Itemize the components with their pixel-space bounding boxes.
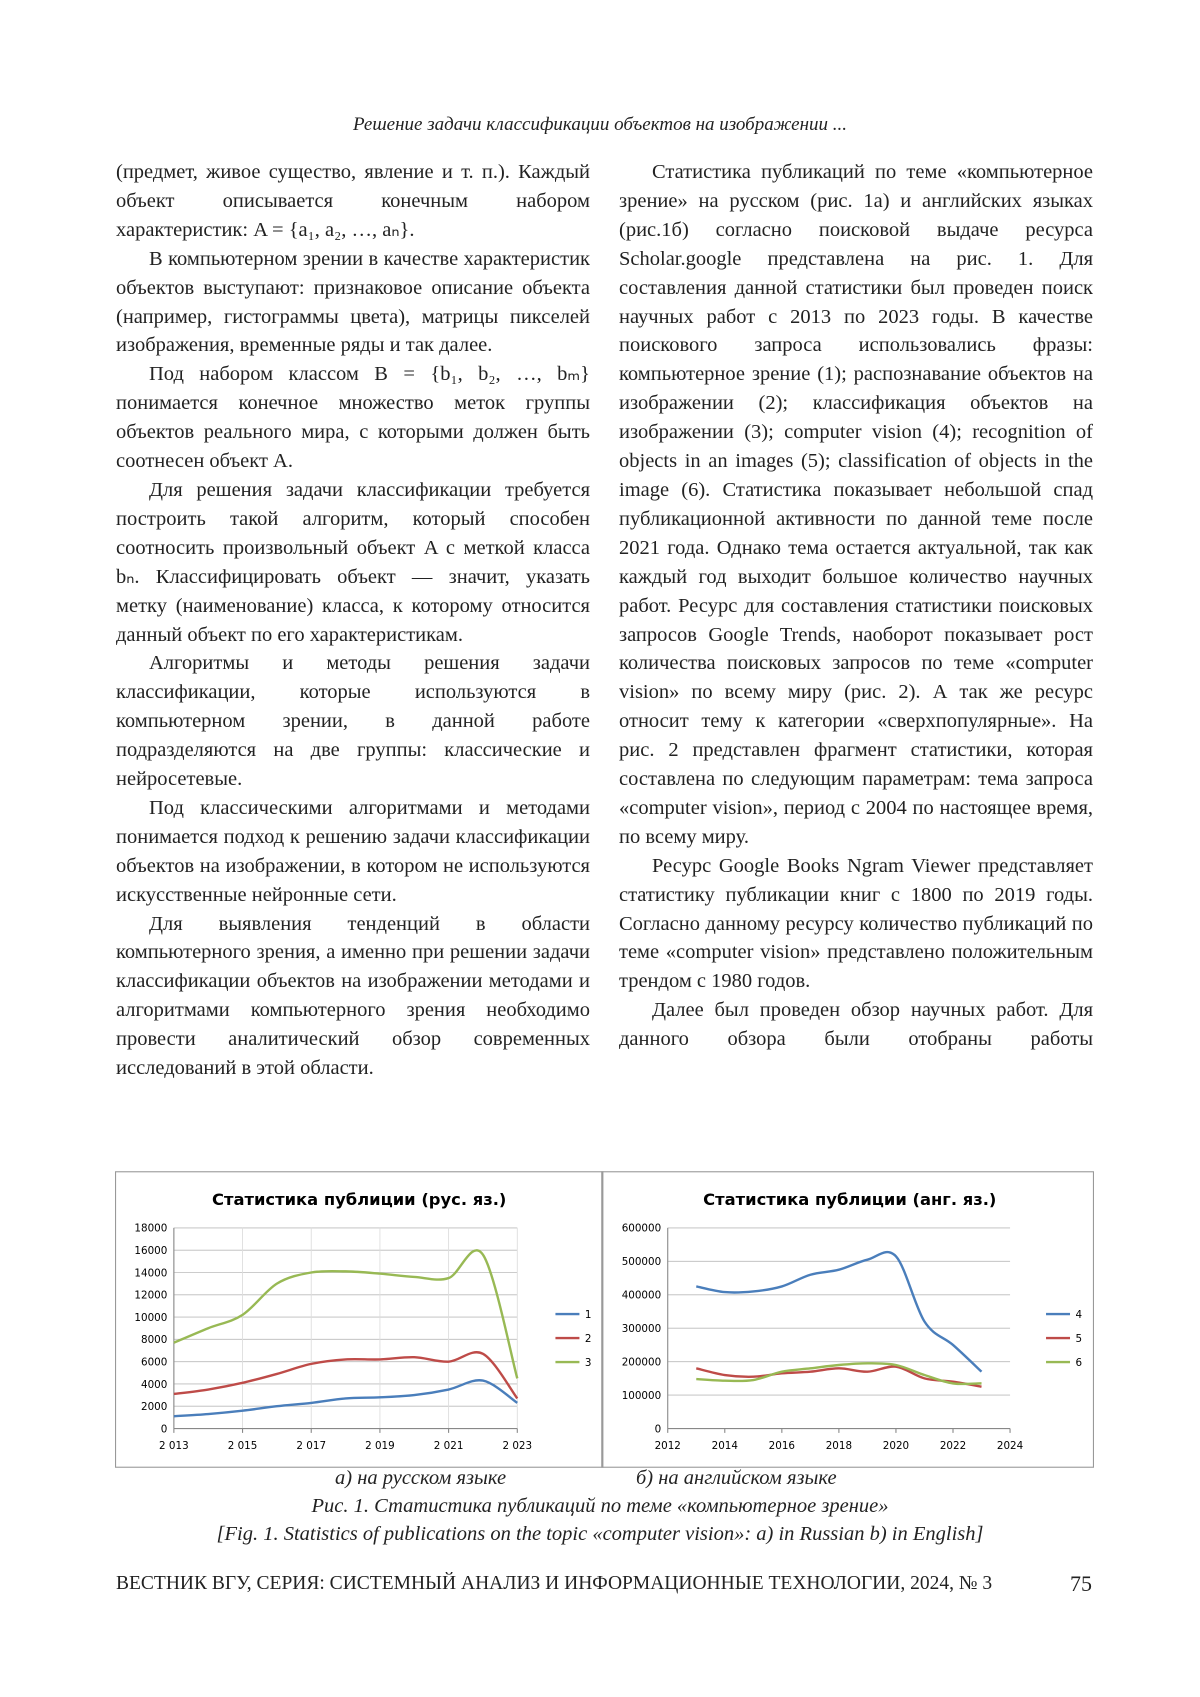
figure-frame bbox=[116, 1172, 1094, 1467]
x-tick-label: 2018 bbox=[826, 1440, 852, 1452]
x-tick-label: 2 023 bbox=[502, 1440, 532, 1452]
paragraph: Алгоритмы и методы решения задачи класси… bbox=[116, 649, 590, 794]
subcaption: б) на английском языке bbox=[636, 1467, 837, 1490]
y-tick-label: 300000 bbox=[622, 1323, 662, 1335]
running-header: Решение задачи классификации объектов на… bbox=[0, 114, 1200, 136]
paragraph: Для выявления тенденций в области компью… bbox=[116, 910, 590, 1083]
legend-label: 6 bbox=[1075, 1357, 1082, 1369]
y-tick-label: 100000 bbox=[622, 1390, 662, 1402]
paragraph: (предмет, живое существо, явление и т. п… bbox=[116, 158, 590, 245]
y-tick-label: 600000 bbox=[622, 1223, 662, 1235]
x-tick-label: 2022 bbox=[940, 1440, 966, 1452]
legend-label: 3 bbox=[585, 1357, 592, 1369]
x-tick-label: 2020 bbox=[883, 1440, 909, 1452]
x-tick-label: 2 019 bbox=[365, 1440, 395, 1452]
legend-label: 5 bbox=[1075, 1333, 1082, 1345]
y-tick-label: 200000 bbox=[622, 1356, 662, 1368]
y-tick-label: 2000 bbox=[141, 1401, 167, 1413]
paragraph: Далее был проведен обзор научных работ. … bbox=[619, 996, 1093, 1054]
text-column: (предмет, живое существо, явление и т. п… bbox=[116, 158, 590, 1158]
x-tick-label: 2016 bbox=[769, 1440, 795, 1452]
x-tick-label: 2 015 bbox=[228, 1440, 258, 1452]
y-tick-label: 0 bbox=[655, 1423, 662, 1435]
paragraph: Статистика публикаций по теме «компьютер… bbox=[619, 158, 1093, 852]
x-tick-label: 2012 bbox=[655, 1440, 681, 1452]
y-tick-label: 0 bbox=[161, 1423, 168, 1435]
legend-label: 4 bbox=[1075, 1309, 1082, 1321]
page-number: 75 bbox=[1070, 1571, 1092, 1597]
journal-footer: ВЕСТНИК ВГУ, СЕРИЯ: СИСТЕМНЫЙ АНАЛИЗ И И… bbox=[116, 1573, 992, 1595]
x-tick-label: 2 013 bbox=[159, 1440, 189, 1452]
chart-title: Статистика публиции (рус. яз.) bbox=[212, 1190, 506, 1209]
figure: Статистика публиции (рус. яз.) 0 2000 4000 6… bbox=[115, 1171, 1094, 1468]
paragraph: В компьютерном зрении в качестве характе… bbox=[116, 245, 590, 361]
y-tick-label: 8000 bbox=[141, 1334, 167, 1346]
y-tick-label: 18000 bbox=[134, 1223, 167, 1235]
y-tick-label: 500000 bbox=[622, 1256, 662, 1268]
legend-label: 1 bbox=[585, 1309, 592, 1321]
text-column: Статистика публикаций по теме «компьютер… bbox=[619, 158, 1093, 1158]
y-tick-label: 16000 bbox=[134, 1245, 167, 1257]
paragraph: Под классическими алгоритмами и методами… bbox=[116, 794, 590, 910]
y-tick-label: 14000 bbox=[134, 1267, 167, 1279]
y-tick-label: 4000 bbox=[141, 1379, 167, 1391]
figure-caption-en: [Fig. 1. Statistics of publications on t… bbox=[0, 1523, 1200, 1546]
y-tick-label: 400000 bbox=[622, 1290, 662, 1302]
paragraph: Ресурс Google Books Ngram Viewer предста… bbox=[619, 852, 1093, 997]
legend-label: 2 bbox=[585, 1333, 592, 1345]
y-tick-label: 6000 bbox=[141, 1356, 167, 1368]
x-tick-label: 2024 bbox=[997, 1440, 1023, 1452]
y-tick-label: 10000 bbox=[134, 1312, 167, 1324]
paragraph: Под набором классом B = {b₁, b₂, …, bₘ} … bbox=[116, 360, 590, 476]
x-tick-label: 2 021 bbox=[434, 1440, 464, 1452]
chart-title: Статистика публиции (анг. яз.) bbox=[703, 1190, 996, 1209]
figure-caption: Рис. 1. Статистика публикаций по теме «к… bbox=[0, 1495, 1200, 1518]
subcaption: а) на русском языке bbox=[335, 1467, 506, 1490]
x-tick-label: 2 017 bbox=[296, 1440, 326, 1452]
y-tick-label: 12000 bbox=[134, 1290, 167, 1302]
x-tick-label: 2014 bbox=[712, 1440, 738, 1452]
paragraph: Для решения задачи классификации требует… bbox=[116, 476, 590, 649]
